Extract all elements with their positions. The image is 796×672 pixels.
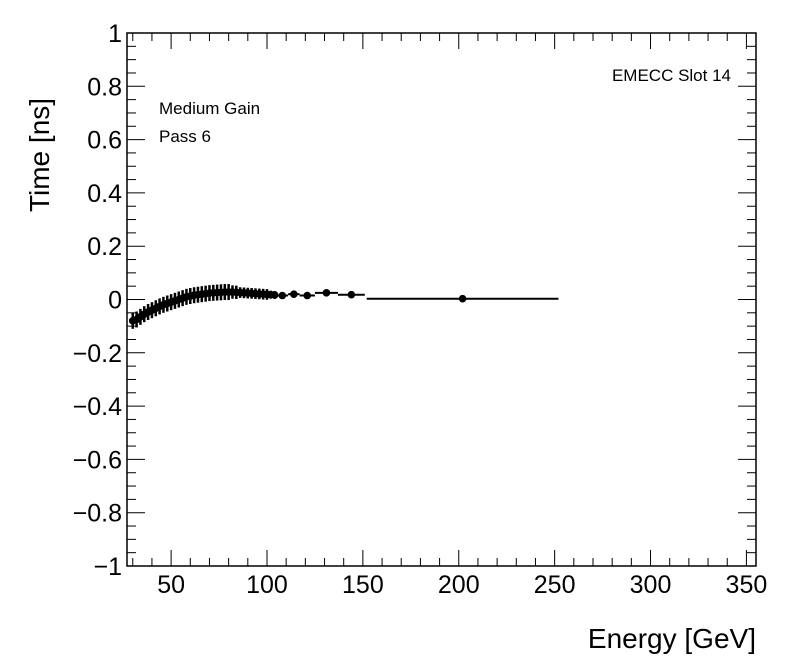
data-series xyxy=(128,284,559,329)
marker xyxy=(290,290,298,298)
x-tick-label: 150 xyxy=(342,571,384,599)
data-point xyxy=(366,294,559,303)
x-axis-title: Energy [GeV] xyxy=(588,623,756,654)
y-tick-label: 0.8 xyxy=(87,73,122,101)
marker xyxy=(278,291,287,300)
x-tick-label: 100 xyxy=(246,571,288,599)
y-tick-label: −0.2 xyxy=(73,340,122,368)
y-tick-label: −0.6 xyxy=(73,446,122,474)
marker xyxy=(270,291,279,299)
data-point xyxy=(288,290,300,298)
y-tick-label: −1 xyxy=(93,553,122,581)
y-tick-label: −0.4 xyxy=(73,393,122,421)
marker xyxy=(322,289,331,297)
x-tick-label: 250 xyxy=(534,571,576,599)
marker xyxy=(458,294,467,303)
x-tick-label: 50 xyxy=(157,571,185,599)
x-tick-label: 350 xyxy=(726,571,768,599)
plot-frame xyxy=(126,32,757,567)
marker xyxy=(303,291,312,300)
data-point xyxy=(314,289,338,297)
axis-ticks xyxy=(127,32,756,567)
gain-annotation: Medium Gain xyxy=(159,99,260,118)
x-tick-label: 200 xyxy=(438,571,480,599)
pass-annotation: Pass 6 xyxy=(159,127,211,146)
y-tick-label: 0.4 xyxy=(87,180,122,208)
tick-labels: 50 100 150 200 250 300 350 −1 −0.8 −0.6 −0.4 −0.2 0 0… xyxy=(73,20,768,599)
y-tick-label: −0.8 xyxy=(73,500,122,528)
data-point xyxy=(337,290,365,299)
slot-annotation: EMECC Slot 14 xyxy=(612,66,731,85)
marker xyxy=(347,290,356,299)
data-point xyxy=(276,291,289,300)
data-point xyxy=(299,291,315,300)
data-point xyxy=(270,290,279,299)
y-axis-title: Time [ns] xyxy=(24,98,55,212)
x-tick-label: 300 xyxy=(630,571,672,599)
y-tick-label: 0 xyxy=(108,287,122,315)
y-tick-label: 1 xyxy=(108,20,122,48)
y-tick-label: 0.6 xyxy=(87,127,122,155)
y-tick-label: 0.2 xyxy=(87,233,122,261)
